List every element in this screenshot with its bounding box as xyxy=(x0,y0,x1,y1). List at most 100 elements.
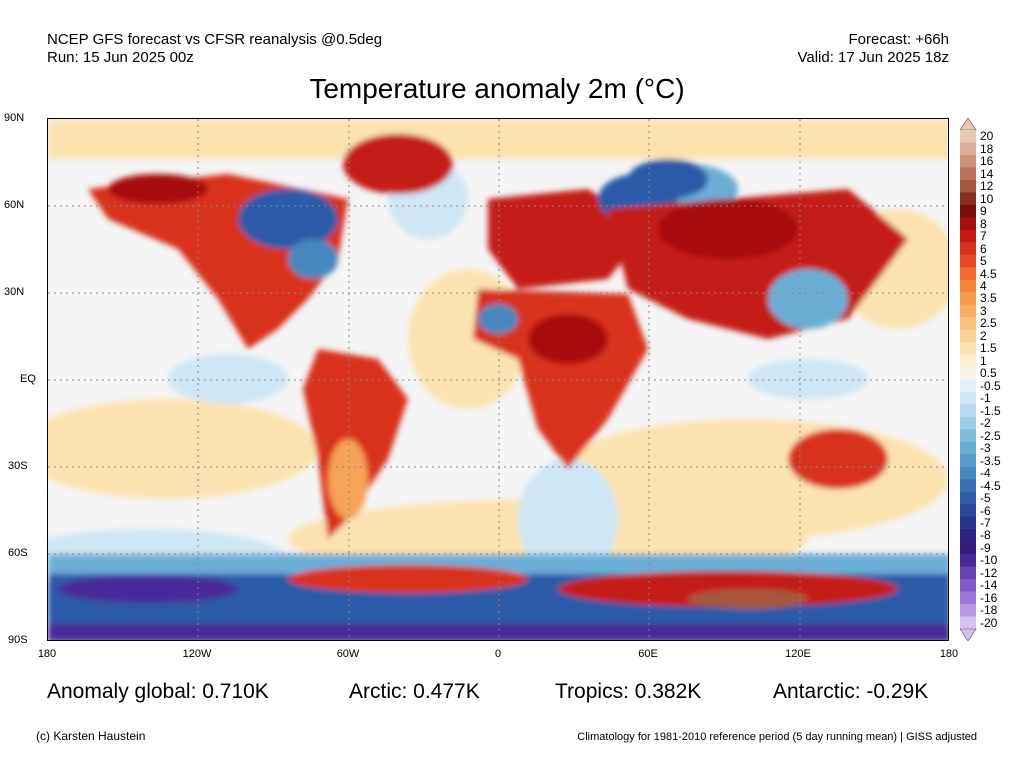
colorbar-swatch xyxy=(960,441,976,455)
anomaly-map xyxy=(47,118,949,641)
colorbar-label: -2 xyxy=(980,416,991,431)
lon-label-180e: 180 xyxy=(939,648,959,660)
colorbar-swatch xyxy=(960,329,976,343)
stat-arctic: Arctic: 0.477K xyxy=(349,680,480,703)
colorbar-label: -12 xyxy=(980,565,998,580)
colorbar-swatch xyxy=(960,554,976,567)
lon-label-0: 0 xyxy=(494,648,502,660)
colorbar-swatch xyxy=(960,254,976,268)
colorbar-label: -5 xyxy=(980,491,991,505)
colorbar-swatch xyxy=(960,454,976,468)
anomaly-map-graphic xyxy=(48,119,948,640)
lon-label-60e: 60E xyxy=(638,648,658,660)
colorbar-swatch xyxy=(960,579,976,592)
colorbar-label: -6 xyxy=(980,503,991,518)
colorbar-max-arrow xyxy=(959,118,977,131)
colorbar-label: 4.5 xyxy=(980,266,997,281)
colorbar-label: 4 xyxy=(980,278,987,293)
colorbar-swatch xyxy=(960,292,976,305)
lat-label-90s: 90S xyxy=(8,634,28,646)
colorbar-swatch xyxy=(960,404,976,418)
colorbar-label: 18 xyxy=(980,141,994,156)
colorbar-swatch xyxy=(960,342,976,355)
colorbar-min-arrow xyxy=(959,628,977,641)
colorbar-swatch xyxy=(960,217,976,231)
colorbar-label: 10 xyxy=(980,191,994,206)
colorbar-label: -3 xyxy=(980,441,991,456)
header-right: Forecast: +66h Valid: 17 Jun 2025 18z xyxy=(797,31,949,67)
colorbar-label: 1 xyxy=(980,353,987,368)
colorbar-swatch xyxy=(960,591,976,605)
colorbar-label: -8 xyxy=(980,528,991,543)
colorbar-swatch xyxy=(960,167,976,181)
colorbar-swatch xyxy=(960,504,976,518)
colorbar-swatch xyxy=(960,429,976,443)
lat-label-90n: 90N xyxy=(4,112,25,124)
colorbar-swatch xyxy=(960,304,976,318)
colorbar-label: -4.5 xyxy=(980,478,1001,493)
colorbar-label: 5 xyxy=(980,254,987,268)
lon-label-120w: 120W xyxy=(182,648,212,660)
colorbar-label: 6 xyxy=(980,241,987,256)
colorbar-label: -1.5 xyxy=(980,403,1001,418)
colorbar-label: 14 xyxy=(980,166,994,181)
lat-label-60s: 60S xyxy=(8,547,28,559)
colorbar-label: -2.5 xyxy=(980,428,1001,443)
colorbar-label: -18 xyxy=(980,603,998,618)
colorbar-label: 8 xyxy=(980,216,987,231)
climatology-note: Climatology for 1981-2010 reference peri… xyxy=(577,731,977,743)
lon-label-60w: 60W xyxy=(336,648,360,660)
colorbar-swatch xyxy=(960,317,976,330)
colorbar-swatch xyxy=(960,179,976,193)
colorbar-label: 2 xyxy=(980,328,987,343)
colorbar-label: 7 xyxy=(980,229,987,243)
colorbar-label: 3.5 xyxy=(980,291,997,306)
colorbar-label: 12 xyxy=(980,179,994,194)
colorbar-swatch xyxy=(960,130,976,143)
colorbar-swatch xyxy=(960,516,976,530)
colorbar-label: -16 xyxy=(980,590,998,605)
colorbar-label: -0.5 xyxy=(980,378,1001,393)
colorbar-label: 16 xyxy=(980,154,994,169)
colorbar-label: 20 xyxy=(980,129,994,144)
colorbar-swatch xyxy=(960,279,976,293)
colorbar-label: 1.5 xyxy=(980,341,997,356)
lon-label-180w: 180 xyxy=(37,648,57,660)
map-title: Temperature anomaly 2m (°C) xyxy=(309,73,685,104)
lat-label-60n: 60N xyxy=(4,199,25,211)
colorbar-swatch xyxy=(960,242,976,256)
colorbar xyxy=(959,118,977,641)
colorbar-swatch xyxy=(960,142,976,156)
lat-label-30s: 30S xyxy=(8,460,28,472)
model-description: NCEP GFS forecast vs CFSR reanalysis @0.… xyxy=(47,31,383,48)
colorbar-label: -3.5 xyxy=(980,453,1001,468)
colorbar-label: -7 xyxy=(980,516,991,530)
colorbar-swatch xyxy=(960,391,976,405)
colorbar-swatch xyxy=(960,379,976,393)
colorbar-swatch xyxy=(960,541,976,555)
colorbar-swatch xyxy=(960,154,976,168)
lon-label-120e: 120E xyxy=(785,648,811,660)
colorbar-swatch xyxy=(960,229,976,243)
colorbar-swatch xyxy=(960,491,976,505)
colorbar-label: -10 xyxy=(980,553,998,568)
colorbar-swatch xyxy=(960,192,976,206)
colorbar-swatch xyxy=(960,267,976,280)
colorbar-swatch xyxy=(960,354,976,368)
colorbar-label: -9 xyxy=(980,540,991,555)
colorbar-swatch xyxy=(960,479,976,493)
colorbar-swatch xyxy=(960,529,976,542)
colorbar-label: -4 xyxy=(980,466,991,481)
stat-global: Anomaly global: 0.710K xyxy=(47,680,269,703)
colorbar-label: -20 xyxy=(980,615,998,630)
colorbar-label: 9 xyxy=(980,204,987,219)
colorbar-label: -14 xyxy=(980,578,998,593)
colorbar-swatch xyxy=(960,367,976,380)
lat-label-eq: EQ xyxy=(20,373,36,385)
colorbar-swatch xyxy=(960,416,976,430)
header-left: NCEP GFS forecast vs CFSR reanalysis @0.… xyxy=(47,31,382,67)
stat-antarctic: Antarctic: -0.29K xyxy=(773,680,929,703)
colorbar-label: 2.5 xyxy=(980,316,997,331)
colorbar-swatch xyxy=(960,566,976,580)
colorbar-label: 3 xyxy=(980,303,987,318)
